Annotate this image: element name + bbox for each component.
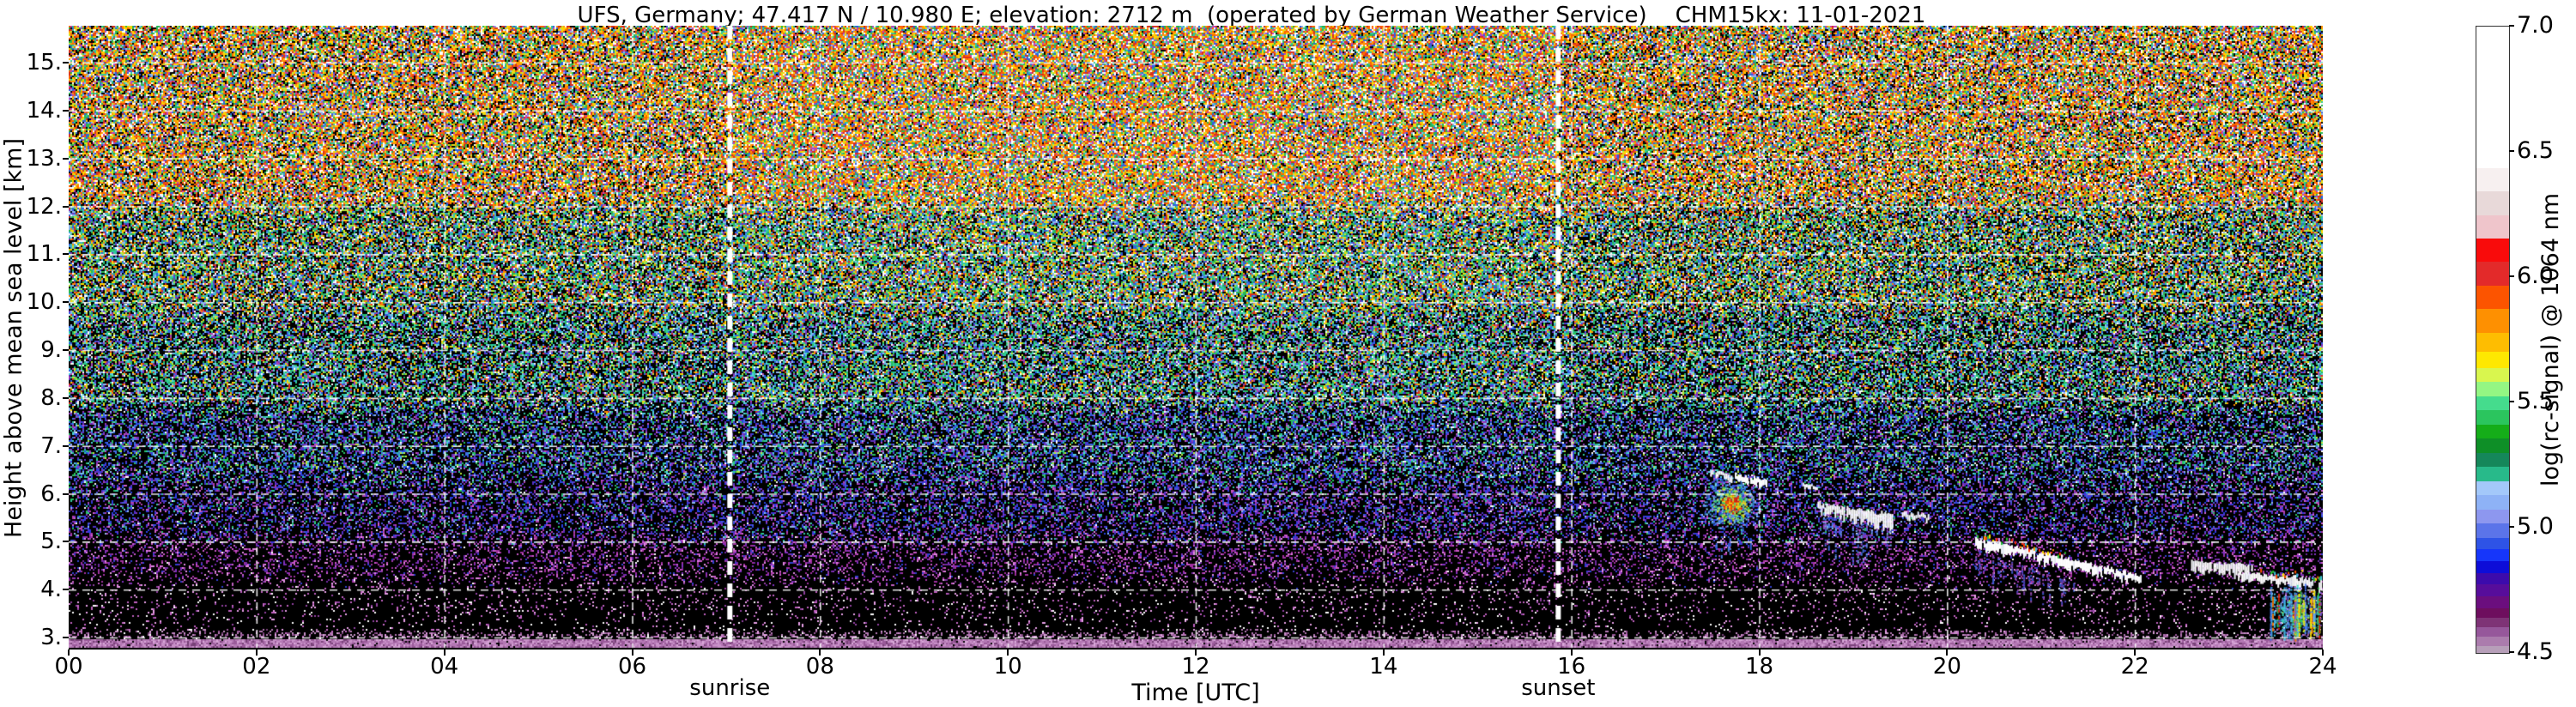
- colorbar-tick-mark: [2509, 651, 2514, 653]
- y-tick-mark: [63, 397, 69, 399]
- colorbar-segment: [2476, 637, 2509, 646]
- colorbar-segment: [2476, 573, 2509, 585]
- colorbar-tick-mark: [2509, 275, 2514, 277]
- y-tick-label: 3.: [0, 624, 62, 651]
- x-tick-label: 18: [1721, 654, 1798, 680]
- x-tick-mark: [256, 650, 258, 656]
- colorbar-segment: [2476, 239, 2509, 262]
- colorbar-segment: [2476, 467, 2509, 480]
- colorbar-tick-mark: [2509, 25, 2514, 27]
- x-tick-label: 12: [1157, 654, 1234, 680]
- sunset-label: sunset: [1472, 675, 1644, 701]
- colorbar-segment: [2476, 481, 2509, 495]
- colorbar-segment: [2476, 646, 2509, 653]
- lidar-quicklook-figure: UFS, Germany; 47.417 N / 10.980 E; eleva…: [0, 0, 2576, 707]
- x-tick-mark: [632, 650, 633, 656]
- x-tick-mark: [1383, 650, 1385, 656]
- y-tick-label: 11.: [0, 240, 62, 268]
- y-tick-mark: [63, 541, 69, 542]
- y-tick-label: 14.: [0, 97, 62, 124]
- y-tick-mark: [63, 445, 69, 447]
- y-tick-label: 12.: [0, 193, 62, 221]
- colorbar-segment: [2476, 27, 2509, 168]
- x-tick-label: 02: [218, 654, 295, 680]
- colorbar-segment: [2476, 382, 2509, 396]
- y-tick-mark: [63, 589, 69, 590]
- x-tick-mark: [68, 650, 70, 656]
- y-tick-label: 5.: [0, 528, 62, 555]
- plot-title: UFS, Germany; 47.417 N / 10.980 E; eleva…: [578, 3, 1926, 28]
- y-tick-mark: [63, 493, 69, 495]
- colorbar-segment: [2476, 191, 2509, 215]
- y-tick-mark: [63, 637, 69, 638]
- x-tick-label: 22: [2096, 654, 2173, 680]
- y-tick-label: 8.: [0, 384, 62, 412]
- y-tick-mark: [63, 110, 69, 112]
- colorbar-segment: [2476, 453, 2509, 467]
- y-tick-label: 15.: [0, 49, 62, 76]
- y-tick-mark: [63, 349, 69, 351]
- colorbar-segment: [2476, 596, 2509, 608]
- colorbar-segment: [2476, 309, 2509, 332]
- x-tick-label: 20: [1908, 654, 1985, 680]
- x-axis-label: Time [UTC]: [1067, 680, 1324, 706]
- colorbar-segment: [2476, 561, 2509, 573]
- colorbar-tick-mark: [2509, 401, 2514, 402]
- y-tick-mark: [63, 206, 69, 208]
- y-tick-label: 13.: [0, 145, 62, 172]
- y-tick-label: 9.: [0, 336, 62, 364]
- y-tick-mark: [63, 158, 69, 160]
- x-tick-mark: [1759, 650, 1761, 656]
- x-tick-mark: [1946, 650, 1948, 656]
- colorbar-segment: [2476, 333, 2509, 352]
- colorbar-segment: [2476, 168, 2509, 191]
- colorbar-segment: [2476, 425, 2509, 438]
- y-tick-mark: [63, 253, 69, 255]
- colorbar-segment: [2476, 618, 2509, 627]
- colorbar-tick-mark: [2509, 150, 2514, 152]
- x-tick-mark: [444, 650, 445, 656]
- plot-area: [69, 26, 2323, 650]
- x-tick-mark: [2322, 650, 2324, 656]
- y-tick-mark: [63, 62, 69, 63]
- y-tick-label: 10.: [0, 288, 62, 316]
- y-tick-mark: [63, 301, 69, 303]
- colorbar-title: log(rc-signal) @ 1064 nm: [2537, 27, 2567, 653]
- colorbar-segment: [2476, 538, 2509, 550]
- x-tick-mark: [1007, 650, 1009, 656]
- colorbar-segment: [2476, 584, 2509, 596]
- sunrise-label: sunrise: [644, 675, 815, 701]
- x-tick-mark: [1195, 650, 1197, 656]
- colorbar: [2476, 26, 2510, 654]
- colorbar-segment: [2476, 286, 2509, 309]
- backscatter-image: [69, 26, 2323, 650]
- colorbar-segment: [2476, 352, 2509, 368]
- y-tick-label: 7.: [0, 432, 62, 460]
- x-tick-label: 10: [969, 654, 1046, 680]
- y-tick-label: 6.: [0, 480, 62, 508]
- colorbar-segment: [2476, 627, 2509, 637]
- x-tick-label: 24: [2284, 654, 2361, 680]
- colorbar-segment: [2476, 368, 2509, 382]
- colorbar-segment: [2476, 510, 2509, 523]
- colorbar-segment: [2476, 410, 2509, 424]
- x-tick-label: 00: [30, 654, 107, 680]
- x-tick-mark: [1571, 650, 1573, 656]
- colorbar-segment: [2476, 549, 2509, 561]
- colorbar-segment: [2476, 495, 2509, 509]
- colorbar-segment: [2476, 215, 2509, 239]
- x-tick-mark: [819, 650, 821, 656]
- colorbar-segment: [2476, 262, 2509, 285]
- colorbar-segment: [2476, 438, 2509, 452]
- x-tick-label: 04: [406, 654, 483, 680]
- x-tick-label: 14: [1345, 654, 1422, 680]
- x-tick-mark: [2134, 650, 2136, 656]
- colorbar-segment: [2476, 523, 2509, 537]
- colorbar-segment: [2476, 396, 2509, 410]
- colorbar-tick-mark: [2509, 526, 2514, 528]
- colorbar-segment: [2476, 608, 2509, 618]
- y-tick-label: 4.: [0, 576, 62, 603]
